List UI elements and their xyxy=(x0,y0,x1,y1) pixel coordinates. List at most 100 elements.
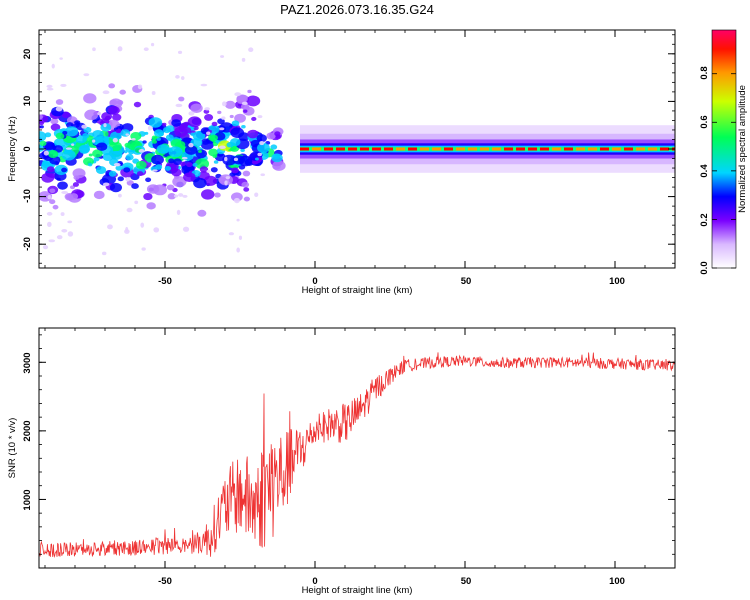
spectral-blob xyxy=(115,129,121,134)
spectral-blob xyxy=(266,132,276,140)
spectral-blob xyxy=(151,154,164,165)
spectral-blob xyxy=(78,144,90,154)
snr-ticks xyxy=(39,328,676,568)
colorbar-tick-label: 0.8 xyxy=(699,66,710,79)
spectral-blob xyxy=(123,150,128,154)
spectral-blob xyxy=(247,89,252,94)
spectral-blob xyxy=(111,156,116,160)
spectral-cell xyxy=(600,147,609,151)
spectral-blob xyxy=(47,221,52,228)
spectral-blob xyxy=(248,47,254,53)
spectral-cell xyxy=(492,147,501,151)
spectral-blob xyxy=(212,154,218,159)
y-tick-label: 20 xyxy=(22,49,33,60)
spectral-blob xyxy=(62,130,68,135)
spectral-blob xyxy=(47,195,52,200)
spectral-blob xyxy=(136,171,144,177)
snr-frame xyxy=(38,327,676,569)
x-tick-label: 0 xyxy=(312,576,317,587)
spectral-blob xyxy=(49,199,56,205)
snr-x-axis-label: Height of straight line (km) xyxy=(302,585,413,596)
spectral-blob xyxy=(197,209,207,217)
spectral-blob xyxy=(222,101,227,107)
spectral-cell xyxy=(384,147,393,151)
spectral-blob xyxy=(167,193,176,200)
spectral-cell xyxy=(612,147,621,151)
spectral-blob xyxy=(200,83,208,87)
spectral-cell xyxy=(624,147,633,151)
snr-y-axis-label: SNR (10 * v/v) xyxy=(7,418,18,479)
spectral-blob xyxy=(232,155,246,165)
spectral-blob xyxy=(257,152,262,157)
y-tick-label: 2000 xyxy=(22,420,33,441)
spectral-blob xyxy=(102,90,110,95)
spectral-blob xyxy=(183,127,192,134)
spectrogram-x-axis-label: Height of straight line (km) xyxy=(302,285,413,296)
spectral-cell xyxy=(564,147,573,151)
spectral-blob xyxy=(259,141,265,146)
spectral-blob xyxy=(210,167,218,173)
spectral-blob xyxy=(108,83,116,89)
spectral-cell xyxy=(468,147,477,151)
spectral-blob xyxy=(234,92,242,97)
spectral-blob xyxy=(108,170,117,177)
x-tick-label: 0 xyxy=(312,276,317,287)
spectral-blob xyxy=(234,113,246,123)
spectral-blob xyxy=(69,185,75,190)
spectral-blob xyxy=(92,149,103,158)
spectral-blob xyxy=(42,161,50,167)
spectral-blob xyxy=(124,229,130,234)
spectral-blob xyxy=(125,154,134,161)
spectral-blob xyxy=(118,193,122,198)
spectral-blob xyxy=(224,100,236,109)
spectral-blob xyxy=(220,55,225,58)
spectral-blob xyxy=(93,156,100,162)
spectral-blob xyxy=(71,143,75,146)
spectral-blob xyxy=(217,110,222,115)
spectral-blob xyxy=(39,140,47,146)
spectral-blob xyxy=(230,192,243,202)
spectral-blob xyxy=(128,150,134,155)
spectral-blob xyxy=(61,228,68,233)
colorbar: 0.0 0.2 0.4 0.6 0.8 Normalized spectral … xyxy=(699,29,748,275)
spectral-blob xyxy=(201,189,215,200)
spectral-blob xyxy=(117,176,124,182)
spectral-cell xyxy=(648,147,657,151)
spectral-blob xyxy=(155,164,163,170)
spectral-blob xyxy=(50,118,59,125)
spectral-blob xyxy=(153,129,164,137)
spectral-blob xyxy=(168,158,175,164)
spectral-blob xyxy=(171,119,182,127)
spectral-blob xyxy=(242,170,251,177)
spectral-blob xyxy=(61,190,68,194)
spectral-blob xyxy=(83,73,90,77)
spectral-blob xyxy=(39,145,42,149)
spectral-blob xyxy=(109,182,123,193)
spectral-blob xyxy=(39,125,44,129)
y-tick-label: 3000 xyxy=(22,352,33,373)
spectral-blob xyxy=(61,111,71,119)
spectral-blob xyxy=(43,150,49,156)
spectral-blob xyxy=(143,192,153,201)
spectral-blob xyxy=(100,123,112,132)
spectral-blob xyxy=(236,94,248,104)
spectral-blob xyxy=(60,212,65,217)
spectral-blob xyxy=(39,114,43,120)
spectral-blob xyxy=(188,111,195,116)
spectral-blob xyxy=(107,224,113,230)
spectral-blob xyxy=(199,166,209,173)
spectral-blob xyxy=(204,113,214,121)
spectral-blob xyxy=(190,103,203,113)
spectral-blob xyxy=(133,101,142,108)
spectral-blob xyxy=(240,148,245,152)
spectral-blob xyxy=(254,192,259,197)
spectral-blob xyxy=(164,166,172,171)
spectral-blob xyxy=(226,142,234,148)
spectral-blob xyxy=(95,166,107,175)
spectral-blob xyxy=(176,209,181,216)
spectral-blob xyxy=(46,211,53,216)
spectral-blob xyxy=(49,188,56,194)
spectral-blob xyxy=(218,145,226,150)
spectral-blob xyxy=(224,180,228,186)
spectral-blob xyxy=(213,160,219,164)
